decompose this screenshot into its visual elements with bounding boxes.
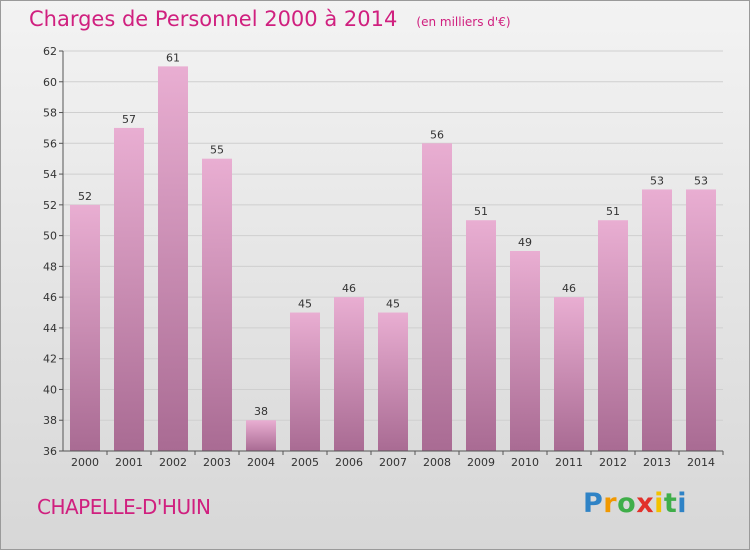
bars	[70, 66, 716, 452]
value-label: 46	[342, 282, 356, 295]
x-tick-label: 2011	[555, 456, 583, 469]
y-tick-label: 42	[43, 353, 57, 366]
y-tick-label: 54	[43, 168, 57, 181]
logo-letter: i	[677, 488, 688, 519]
labels: 36 38 40 42 44 46 48 50 52 54 56 58 60 62 52 2000 57 2001…	[43, 45, 715, 469]
logo-letter: x	[636, 488, 655, 519]
x-tick-label: 2007	[379, 456, 407, 469]
y-tick-label: 44	[43, 322, 57, 335]
bar-2012	[598, 220, 628, 451]
x-tick-label: 2002	[159, 456, 187, 469]
bar-2011	[554, 297, 584, 451]
x-tick-label: 2014	[687, 456, 715, 469]
bar-2009	[466, 220, 496, 451]
chart-unit: (en milliers d'€)	[416, 15, 511, 29]
logo-letter: r	[603, 488, 618, 519]
x-tick-label: 2000	[71, 456, 99, 469]
value-label: 56	[430, 128, 444, 141]
value-label: 46	[562, 282, 576, 295]
value-label: 51	[606, 205, 620, 218]
x-tick-label: 2010	[511, 456, 539, 469]
y-tick-label: 36	[43, 445, 57, 458]
logo-letter: t	[663, 488, 678, 519]
bar-2005	[290, 312, 320, 451]
x-tick-label: 2008	[423, 456, 451, 469]
value-label: 53	[650, 174, 664, 187]
bar-2007	[378, 312, 408, 451]
y-tick-label: 52	[43, 199, 57, 212]
y-tick-label: 50	[43, 230, 57, 243]
value-label: 45	[298, 298, 312, 311]
value-label: 53	[694, 174, 708, 187]
value-label: 38	[254, 405, 268, 418]
logo-letter: P	[583, 488, 604, 519]
bar-2004	[246, 420, 276, 451]
bar-2014	[686, 189, 716, 451]
value-label: 45	[386, 298, 400, 311]
bar-2000	[70, 204, 100, 451]
axes	[59, 50, 724, 455]
bar-2013	[642, 189, 672, 451]
commune-name: CHAPELLE-D'HUIN	[37, 495, 211, 519]
bar-2008	[422, 143, 452, 452]
x-tick-label: 2012	[599, 456, 627, 469]
value-label: 55	[210, 144, 224, 157]
logo-letter: i	[654, 488, 664, 519]
x-tick-label: 2001	[115, 456, 143, 469]
value-label: 51	[474, 205, 488, 218]
chart-title-row: Charges de Personnel 2000 à 2014 (en mil…	[29, 7, 511, 31]
y-tick-label: 40	[43, 383, 57, 396]
x-tick-label: 2003	[203, 456, 231, 469]
proxiti-logo[interactable]: Proxiti	[583, 488, 687, 519]
x-tick-label: 2013	[643, 456, 671, 469]
y-tick-label: 60	[43, 76, 57, 89]
bar-2003	[202, 158, 232, 451]
x-tick-label: 2005	[291, 456, 319, 469]
bar-2002	[158, 66, 188, 451]
value-label: 57	[122, 113, 136, 126]
x-tick-label: 2006	[335, 456, 363, 469]
y-tick-label: 56	[43, 137, 57, 150]
y-tick-label: 46	[43, 291, 57, 304]
y-tick-label: 48	[43, 260, 57, 273]
bar-2001	[114, 127, 144, 451]
logo-letter: o	[617, 488, 637, 519]
bar-2006	[334, 297, 364, 451]
value-label: 52	[78, 190, 92, 203]
value-label: 61	[166, 51, 180, 64]
chart-title: Charges de Personnel 2000 à 2014	[29, 7, 398, 31]
x-tick-label: 2009	[467, 456, 495, 469]
y-tick-label: 38	[43, 414, 57, 427]
value-label: 49	[518, 236, 532, 249]
x-tick-label: 2004	[247, 456, 275, 469]
y-tick-label: 62	[43, 45, 57, 58]
y-tick-label: 58	[43, 107, 57, 120]
bar-2010	[510, 251, 540, 451]
